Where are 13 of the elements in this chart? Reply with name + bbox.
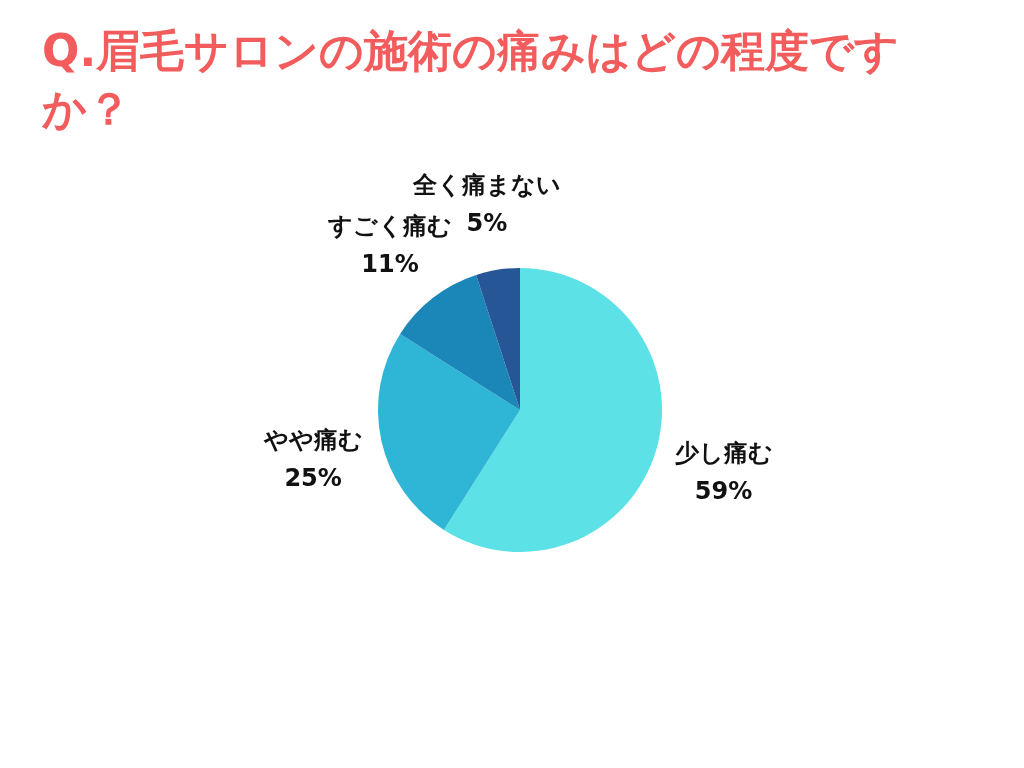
data-label: 59% <box>694 477 753 506</box>
slice-label: 全く痛まない <box>411 170 561 199</box>
slice-label: 少し痛む <box>674 439 773 468</box>
pie-slice <box>476 268 520 410</box>
slice-label: すごく痛む <box>327 212 453 241</box>
data-label: 5% <box>466 208 508 237</box>
pie-slice <box>443 268 662 552</box>
data-label: 11% <box>361 250 419 279</box>
data-label: 25% <box>284 464 342 493</box>
pie-slice <box>400 274 520 410</box>
chart-title: Q.眉毛サロンの施術の痛みはどの程度ですか？ <box>42 24 901 136</box>
pie-slice <box>378 333 520 530</box>
slice-label: やや痛む <box>262 426 363 455</box>
